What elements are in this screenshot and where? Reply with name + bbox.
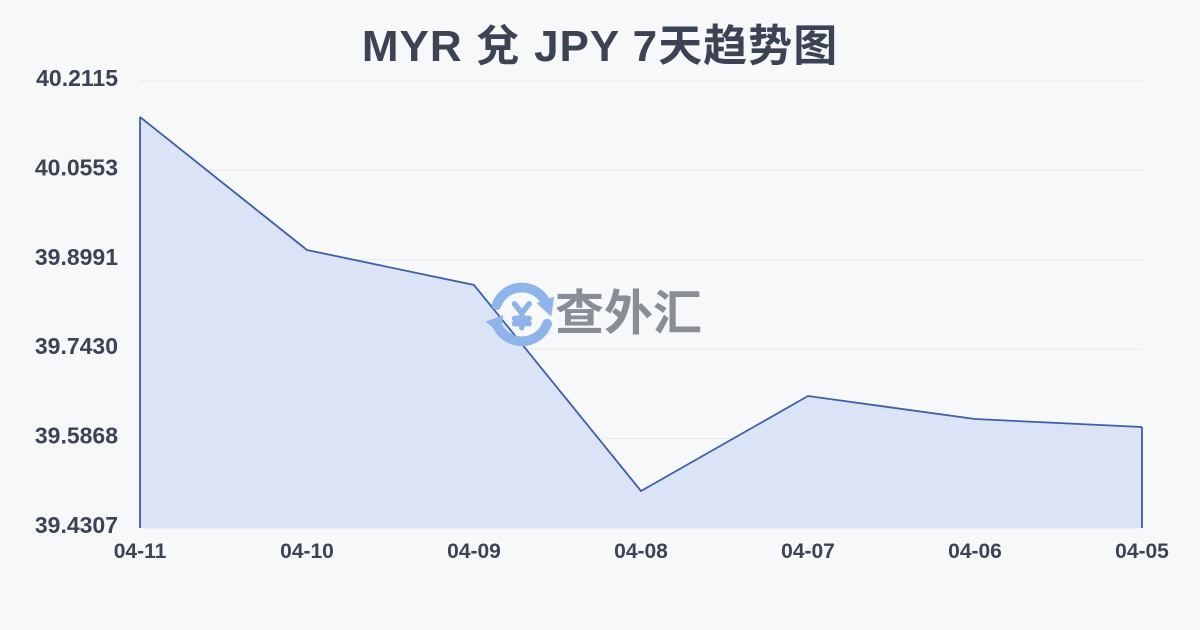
svg-text:39.4307: 39.4307 [35,512,118,538]
svg-text:04-11: 04-11 [114,540,167,563]
svg-text:39.5868: 39.5868 [35,423,118,449]
svg-text:04-10: 04-10 [280,540,334,563]
svg-text:39.8991: 39.8991 [35,244,118,270]
svg-text:04-06: 04-06 [948,540,1002,563]
svg-text:查外汇: 查外汇 [555,274,702,345]
svg-text:40.2115: 40.2115 [36,65,118,91]
svg-text:04-09: 04-09 [447,540,501,563]
svg-text:04-05: 04-05 [1115,540,1169,563]
svg-text:39.7430: 39.7430 [35,333,118,359]
svg-text:04-08: 04-08 [614,540,668,563]
svg-text:04-07: 04-07 [781,540,835,563]
svg-text:40.0553: 40.0553 [35,154,118,180]
